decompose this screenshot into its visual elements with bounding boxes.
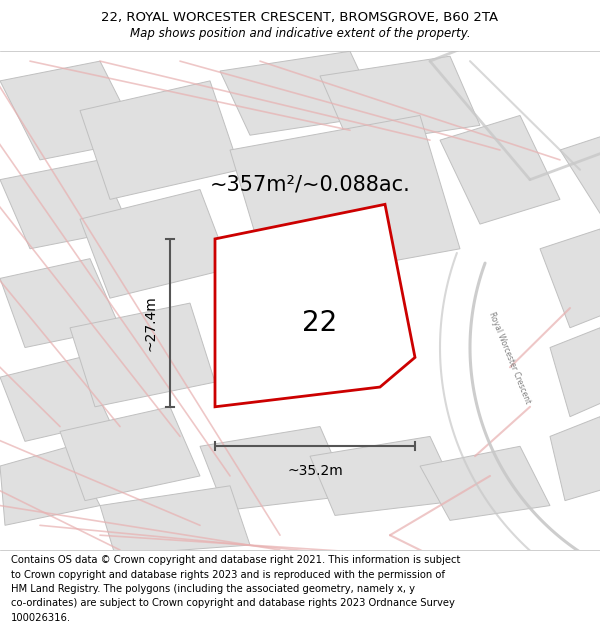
Text: ~35.2m: ~35.2m <box>287 464 343 478</box>
Polygon shape <box>550 328 600 417</box>
Text: 22, ROYAL WORCESTER CRESCENT, BROMSGROVE, B60 2TA: 22, ROYAL WORCESTER CRESCENT, BROMSGROVE… <box>101 11 499 24</box>
Polygon shape <box>560 130 600 229</box>
Polygon shape <box>420 446 550 521</box>
Text: Map shows position and indicative extent of the property.: Map shows position and indicative extent… <box>130 27 470 40</box>
Polygon shape <box>0 160 130 249</box>
Polygon shape <box>0 259 120 348</box>
Polygon shape <box>0 357 110 441</box>
Text: ~27.4m: ~27.4m <box>144 295 158 351</box>
Polygon shape <box>540 229 600 328</box>
Polygon shape <box>60 407 200 501</box>
Text: Contains OS data © Crown copyright and database right 2021. This information is : Contains OS data © Crown copyright and d… <box>11 555 460 623</box>
Polygon shape <box>440 116 560 224</box>
Text: Royal Worcester Crescent: Royal Worcester Crescent <box>487 310 533 404</box>
Polygon shape <box>320 56 480 145</box>
Polygon shape <box>80 189 230 298</box>
Polygon shape <box>100 486 250 555</box>
Polygon shape <box>215 204 415 407</box>
Text: 22: 22 <box>302 309 338 337</box>
Text: ~357m²/~0.088ac.: ~357m²/~0.088ac. <box>209 174 410 194</box>
Polygon shape <box>80 81 240 199</box>
Polygon shape <box>310 436 460 516</box>
Polygon shape <box>230 116 460 283</box>
Polygon shape <box>200 426 350 511</box>
Polygon shape <box>550 417 600 501</box>
Polygon shape <box>0 446 100 525</box>
Polygon shape <box>220 51 380 135</box>
Polygon shape <box>0 61 140 160</box>
Polygon shape <box>70 303 215 407</box>
